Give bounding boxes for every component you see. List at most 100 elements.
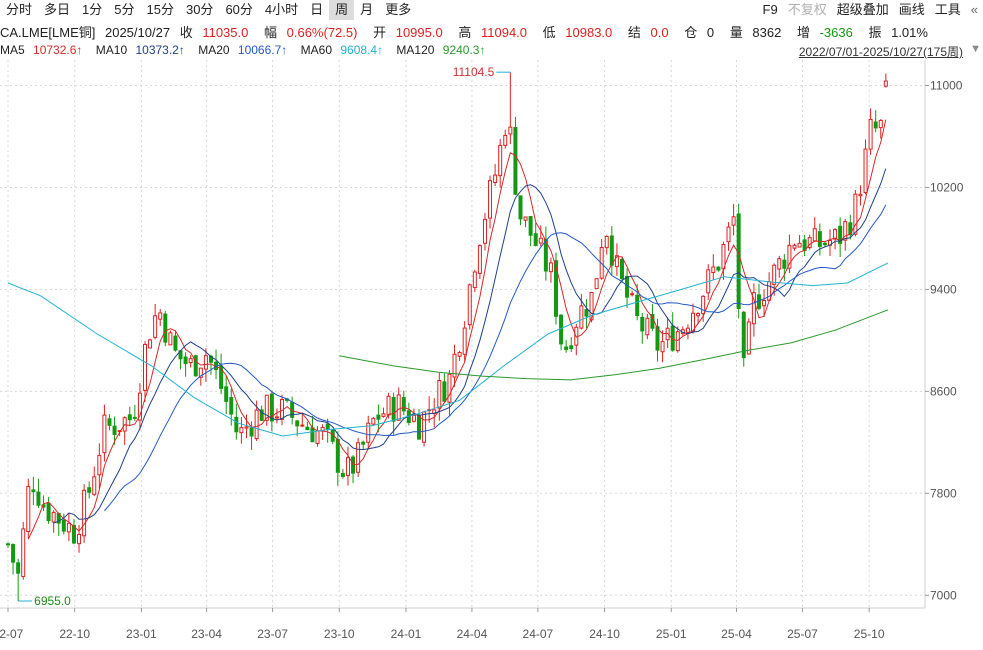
candle-body [477, 245, 482, 274]
candle-body [741, 311, 746, 359]
candle-body [386, 395, 391, 416]
candle-body [467, 284, 472, 326]
x-tick-label: 25-07 [787, 627, 818, 641]
x-tick-label: 24-07 [523, 627, 554, 641]
candle-body [635, 294, 640, 316]
period-tab[interactable]: 周 [329, 0, 355, 20]
period-tab[interactable]: 4小时 [264, 2, 299, 17]
candlestick-chart[interactable]: 7000 7800 8600 9400 10200 11000 22-07 22-10 23-0… [0, 60, 983, 650]
candle-body [244, 426, 249, 429]
candle-body [295, 420, 300, 427]
candle-body [858, 193, 863, 197]
candle-body [685, 327, 690, 333]
candle-body [26, 485, 31, 533]
period-tab[interactable]: 分时 [6, 2, 33, 17]
candle-body [396, 394, 401, 421]
candle-body [579, 305, 584, 329]
x-tick-label: 23-10 [324, 627, 355, 641]
candle-body [198, 367, 203, 378]
ma120-value: 9240.3↑ [442, 43, 486, 57]
candle-body [716, 266, 721, 271]
close-label: 收 [179, 25, 193, 40]
candle-body [599, 246, 604, 279]
candle-body [36, 491, 41, 506]
candle-body [883, 80, 888, 87]
low-label: 低 [542, 25, 556, 40]
candle-body [452, 353, 457, 378]
candle-body [361, 441, 366, 445]
candle-body [274, 416, 279, 419]
period-tab[interactable]: 日 [310, 2, 324, 17]
candle-body [696, 312, 701, 317]
period-tab[interactable]: 多日 [44, 2, 71, 17]
collapse-icon[interactable]: « [970, 2, 978, 17]
candle-body [518, 195, 523, 220]
ma120-line [339, 309, 889, 381]
candle-body [77, 533, 82, 545]
candle-body [11, 544, 16, 563]
candle-body [645, 317, 650, 336]
period-tab[interactable]: 5分 [114, 2, 135, 17]
candle-body [401, 397, 406, 412]
candle-body [584, 309, 589, 317]
open-label: 开 [373, 25, 387, 40]
candle-body [604, 236, 609, 249]
candle-body [127, 414, 132, 421]
no-adjust-button[interactable]: 不复权 [787, 2, 827, 17]
y-tick-label: 7800 [930, 486, 957, 500]
period-tab[interactable]: 15分 [146, 2, 174, 17]
candle-body [264, 394, 269, 421]
candle-body [340, 472, 345, 478]
candle-body [538, 237, 543, 244]
settle-label: 结 [627, 25, 641, 40]
candle-body [132, 416, 137, 419]
candle-body [112, 425, 117, 435]
candle-body [503, 134, 508, 146]
date-range-selector[interactable]: 2022/07/01-2025/10/27(175周) [798, 45, 963, 59]
candle-body [143, 343, 148, 391]
candle-body [51, 511, 56, 523]
candle-body [153, 315, 158, 338]
x-tick-label: 24-10 [589, 627, 620, 641]
candle-body [787, 244, 792, 269]
candle-body [594, 278, 599, 290]
ma5-line [27, 119, 887, 540]
candle-body [219, 365, 224, 389]
period-tab[interactable]: 1分 [82, 2, 103, 17]
period-tab[interactable]: 更多 [385, 2, 412, 17]
y-tick-label: 9400 [930, 282, 957, 296]
super-overlay-button[interactable]: 超级叠加 [836, 2, 889, 17]
candle-body [457, 351, 462, 357]
period-tab[interactable]: 30分 [185, 2, 214, 17]
candle-body [148, 339, 153, 349]
candle-body [173, 335, 178, 351]
ma20-label: MA20 [198, 43, 230, 57]
y-tick-label: 11000 [930, 78, 963, 92]
quote-date: 2025/10/27 [104, 25, 171, 40]
x-tick-label: 24-04 [457, 627, 488, 641]
candle-body [777, 258, 782, 270]
right-tools: F9 不复权 超级叠加 画线 工具 « [758, 0, 983, 20]
high-value: 11094.0 [480, 25, 528, 40]
x-tick-label: 23-07 [257, 627, 288, 641]
candle-body [259, 409, 264, 421]
range-dropdown-icon[interactable]: ▼ [970, 43, 981, 55]
amplitude-value: 1.01% [891, 25, 928, 40]
candle-body [782, 259, 787, 269]
candle-body [822, 242, 827, 246]
period-tab[interactable]: 60分 [225, 2, 253, 17]
candle-body [843, 221, 848, 241]
ma10-label: MA10 [95, 43, 128, 57]
candle-body [564, 346, 569, 350]
x-tick-label: 22-07 [0, 627, 24, 641]
tools-button[interactable]: 工具 [934, 2, 961, 17]
draw-line-button[interactable]: 画线 [898, 2, 925, 17]
candle-body [559, 314, 564, 345]
candle-body [589, 291, 594, 321]
f9-button[interactable]: F9 [762, 2, 778, 17]
candle-body [417, 415, 422, 440]
ma5-value: 10732.6↑ [33, 43, 83, 57]
candle-body [614, 255, 619, 268]
period-tab[interactable]: 月 [360, 2, 374, 17]
candle-body [203, 355, 208, 370]
